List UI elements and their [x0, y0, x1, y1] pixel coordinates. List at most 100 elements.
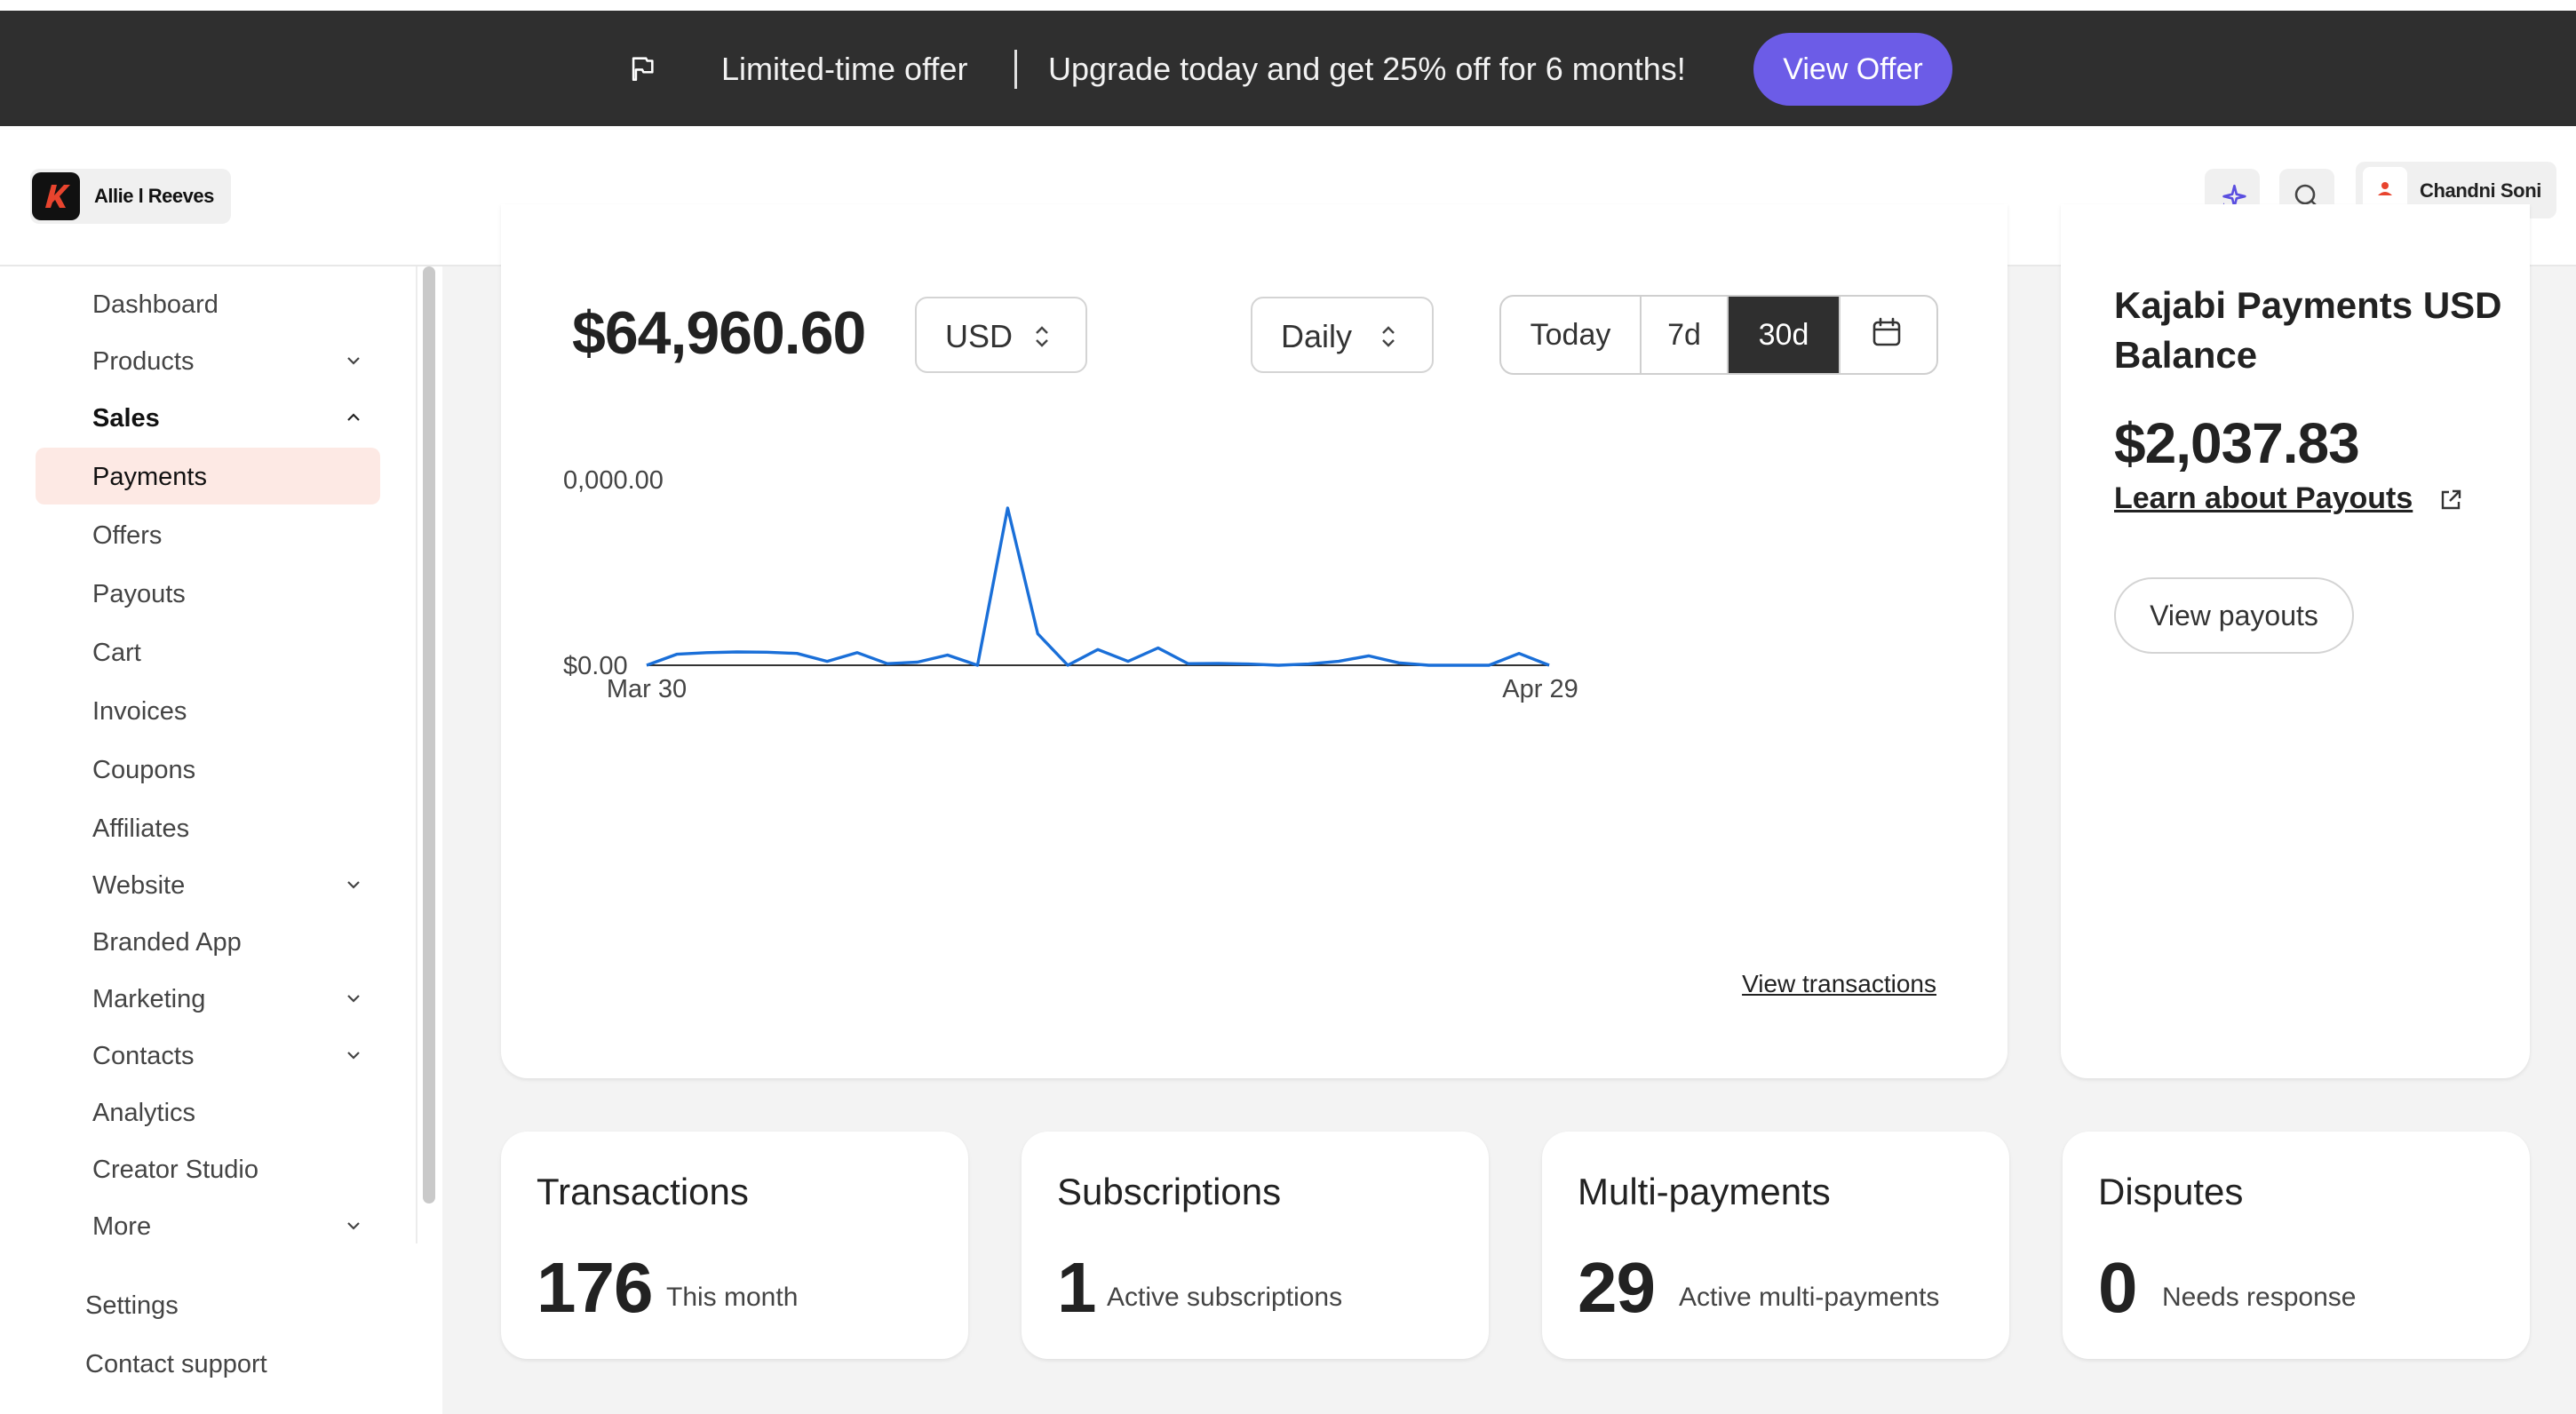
stat-title: Multi-payments: [1578, 1171, 1831, 1212]
stat-value: 176: [537, 1248, 653, 1327]
balance-card: Kajabi Payments USD Balance $2,037.83 Le…: [2061, 204, 2530, 1078]
custom-range-button[interactable]: [1841, 297, 1936, 373]
stat-subtitle: This month: [666, 1283, 799, 1312]
payments-summary-card: $64,960.60 USD Daily Today 7d 30d $0.00 0…: [501, 204, 2008, 1078]
stat-card-subscriptions[interactable]: Subscriptions 1 Active subscriptions: [1022, 1132, 1489, 1359]
stat-card-multi-payments[interactable]: Multi-payments 29 Active multi-payments: [1542, 1132, 2009, 1359]
date-range-toggle: Today 7d 30d: [1499, 295, 1938, 375]
sort-arrows-icon: [1382, 326, 1395, 347]
sidebar-item-label: Payouts: [92, 580, 186, 608]
site-name: Allie l Reeves: [94, 185, 214, 207]
sidebar-item-label: Marketing: [92, 985, 206, 1013]
sidebar-item-label: Coupons: [92, 756, 196, 784]
user-name: Chandni Soni: [2420, 179, 2541, 202]
x-tick-label: Mar 30: [607, 675, 687, 703]
site-switcher[interactable]: Allie l Reeves: [30, 169, 231, 224]
range-today-button[interactable]: Today: [1501, 297, 1642, 373]
learn-about-payouts-link[interactable]: Learn about Payouts: [2114, 481, 2413, 515]
sidebar-scroll-track: [416, 266, 417, 1243]
balance-amount: $2,037.83: [2114, 411, 2360, 475]
settings-link[interactable]: Settings: [85, 1291, 179, 1320]
view-offer-button[interactable]: View Offer: [1753, 33, 1952, 106]
stat-subtitle: Needs response: [2162, 1283, 2357, 1312]
sidebar-item-payouts[interactable]: Payouts: [36, 565, 380, 622]
promo-offer-label: Limited-time offer: [721, 51, 968, 87]
promo-message: Upgrade today and get 25% off for 6 mont…: [1048, 51, 1686, 87]
series-line: [646, 506, 1550, 667]
chevron-down-icon: [347, 881, 360, 889]
chevron-down-icon: [347, 1222, 360, 1230]
external-link-icon[interactable]: [2437, 487, 2464, 513]
stat-title: Disputes: [2098, 1171, 2244, 1212]
stat-subtitle: Active subscriptions: [1107, 1283, 1343, 1312]
sidebar-item-label: Sales: [92, 404, 160, 433]
sidebar-item-branded-app[interactable]: Branded App: [36, 913, 380, 970]
sidebar-item-label: Branded App: [92, 928, 242, 957]
sidebar-item-more[interactable]: More: [36, 1197, 380, 1254]
chevron-down-icon: [347, 1052, 360, 1060]
sidebar-item-affiliates[interactable]: Affiliates: [36, 799, 380, 856]
sidebar-item-label: Affiliates: [92, 814, 190, 843]
payments-line-chart: $0.00 0,000.00 Mar 30 Apr 29: [563, 466, 1578, 703]
currency-select[interactable]: USD: [915, 297, 1087, 373]
stat-value: 0: [2098, 1248, 2137, 1327]
sidebar-item-cart[interactable]: Cart: [36, 624, 380, 680]
x-tick-label: Apr 29: [1502, 675, 1578, 703]
sidebar-item-label: Website: [92, 871, 186, 900]
sidebar-item-products[interactable]: Products: [36, 332, 380, 389]
sidebar-item-label: Cart: [92, 639, 141, 667]
stat-value: 29: [1578, 1248, 1656, 1327]
view-transactions-link[interactable]: View transactions: [1742, 970, 1936, 997]
interval-select[interactable]: Daily: [1251, 297, 1434, 373]
contact-support-link[interactable]: Contact support: [85, 1350, 267, 1378]
calendar-icon: [1872, 317, 1901, 346]
stat-card-transactions[interactable]: Transactions 176 This month: [501, 1132, 968, 1359]
sidebar-item-label: Invoices: [92, 697, 187, 726]
sidebar-item-label: Dashboard: [92, 290, 219, 319]
range-30d-button[interactable]: 30d: [1729, 297, 1841, 373]
sidebar-item-invoices[interactable]: Invoices: [36, 682, 380, 739]
promo-banner: Limited-time offer Upgrade today and get…: [0, 0, 2576, 126]
sidebar-item-sales[interactable]: Sales: [36, 389, 380, 446]
chevron-down-icon: [347, 357, 360, 365]
stat-title: Transactions: [537, 1171, 749, 1212]
sidebar-item-label: Products: [92, 347, 195, 376]
stat-subtitle: Active multi-payments: [1679, 1283, 1940, 1312]
promo-divider: [1014, 50, 1017, 89]
y-tick-label: 0,000.00: [563, 466, 664, 495]
sidebar-item-label: Creator Studio: [92, 1156, 258, 1184]
sort-arrows-icon: [1036, 326, 1048, 347]
sidebar-item-website[interactable]: Website: [36, 856, 380, 913]
stat-value: 1: [1057, 1248, 1096, 1327]
balance-title: Kajabi Payments USD Balance: [2114, 284, 2502, 376]
promo-bar: Limited-time offer Upgrade today and get…: [0, 11, 2576, 126]
interval-value: Daily: [1281, 318, 1353, 354]
payments-total: $64,960.60: [572, 299, 866, 367]
sidebar-item-coupons[interactable]: Coupons: [36, 741, 380, 798]
stat-card-disputes[interactable]: Disputes 0 Needs response: [2063, 1132, 2530, 1359]
sidebar-item-analytics[interactable]: Analytics: [36, 1084, 380, 1140]
flag-icon: [632, 57, 654, 82]
view-payouts-button[interactable]: View payouts: [2114, 577, 2354, 654]
chevron-down-icon: [347, 995, 360, 1003]
sidebar-item-offers[interactable]: Offers: [36, 506, 380, 563]
currency-value: USD: [945, 318, 1014, 354]
sidebar: Dashboard Products Sales Payments Offers…: [0, 266, 442, 1414]
user-icon: [2378, 182, 2392, 195]
sidebar-scrollbar[interactable]: [423, 266, 435, 1203]
kajabi-logo-icon: [32, 172, 80, 220]
range-7d-button[interactable]: 7d: [1642, 297, 1729, 373]
sidebar-item-label: More: [92, 1212, 152, 1241]
sidebar-item-payments[interactable]: Payments: [36, 448, 380, 504]
sidebar-item-label: Contacts: [92, 1042, 195, 1070]
sidebar-item-creator-studio[interactable]: Creator Studio: [36, 1140, 380, 1197]
sidebar-item-label: Analytics: [92, 1099, 196, 1127]
sidebar-item-contacts[interactable]: Contacts: [36, 1027, 380, 1084]
sidebar-item-label: Offers: [92, 521, 163, 550]
avatar: [2363, 167, 2407, 211]
y-tick-label: $0.00: [563, 652, 628, 680]
sidebar-item-marketing[interactable]: Marketing: [36, 970, 380, 1027]
stat-title: Subscriptions: [1057, 1171, 1282, 1212]
chevron-up-icon: [347, 413, 360, 421]
sidebar-item-dashboard[interactable]: Dashboard: [36, 275, 380, 332]
